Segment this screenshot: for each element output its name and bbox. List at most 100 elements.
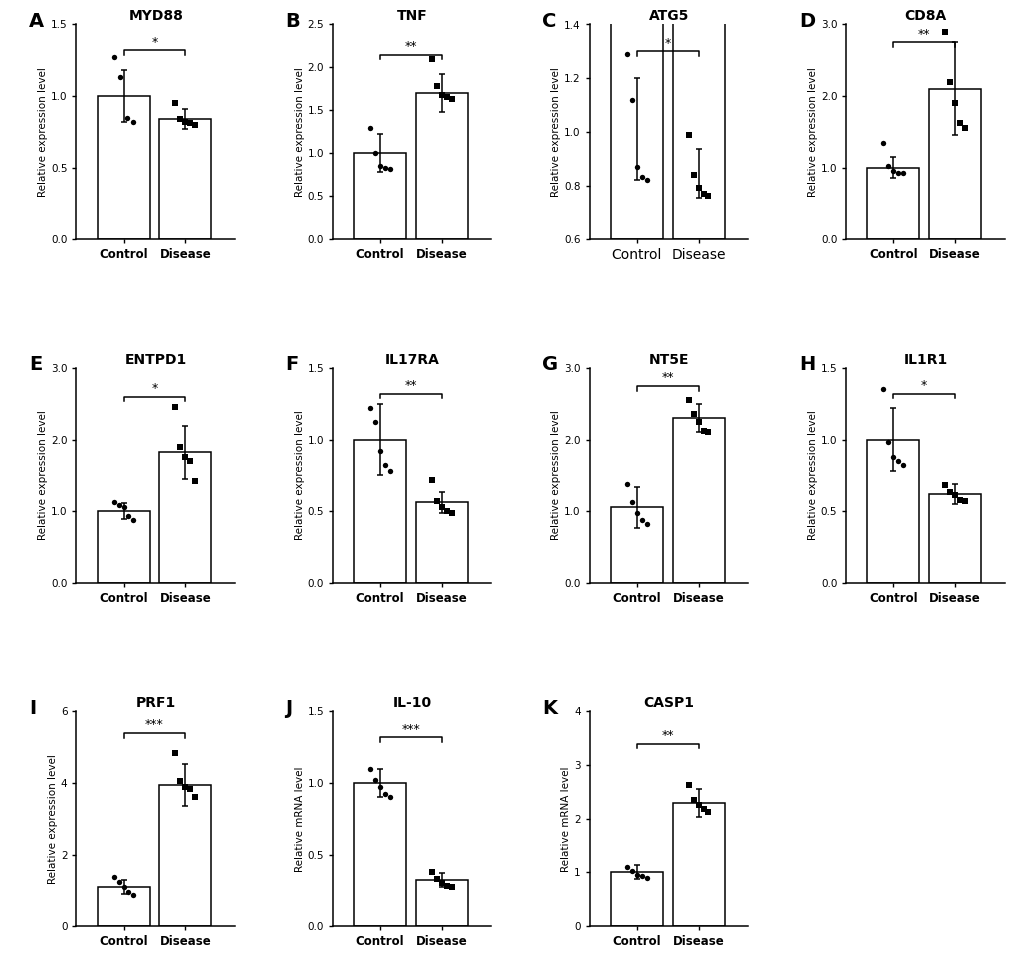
- Point: [433, 499, 449, 514]
- Text: B: B: [285, 12, 300, 30]
- Point: [623, 92, 639, 108]
- Point: [105, 495, 121, 511]
- Point: [628, 505, 644, 520]
- Point: [895, 166, 911, 181]
- Text: G: G: [542, 355, 557, 374]
- Point: [125, 512, 142, 527]
- Title: ATG5: ATG5: [648, 10, 689, 24]
- Point: [112, 70, 128, 85]
- Text: ***: ***: [145, 718, 164, 731]
- Y-axis label: Relative expression level: Relative expression level: [807, 411, 817, 540]
- Bar: [159, 785, 211, 926]
- Point: [628, 867, 644, 883]
- Point: [110, 498, 126, 514]
- Text: I: I: [29, 699, 36, 717]
- Point: [685, 167, 701, 182]
- Y-axis label: Relative expression level: Relative expression level: [294, 411, 305, 540]
- Point: [438, 504, 454, 519]
- Point: [182, 782, 199, 798]
- Point: [956, 493, 972, 509]
- Point: [177, 450, 194, 465]
- Text: A: A: [29, 12, 44, 30]
- Bar: [416, 503, 468, 583]
- Point: [105, 50, 121, 66]
- Point: [377, 458, 393, 473]
- Y-axis label: Relative expression level: Relative expression level: [38, 67, 48, 197]
- Y-axis label: Relative expression level: Relative expression level: [807, 67, 817, 197]
- Point: [172, 111, 189, 126]
- Title: NT5E: NT5E: [648, 353, 689, 367]
- Point: [367, 145, 383, 161]
- Point: [619, 46, 635, 62]
- Point: [619, 476, 635, 492]
- Bar: [159, 119, 211, 239]
- Bar: [98, 887, 150, 926]
- Text: *: *: [920, 379, 926, 392]
- Point: [628, 159, 644, 174]
- Title: IL-10: IL-10: [392, 696, 431, 710]
- Point: [381, 464, 397, 479]
- Point: [105, 869, 121, 885]
- Point: [110, 874, 126, 890]
- Point: [367, 415, 383, 430]
- Point: [443, 505, 460, 520]
- Point: [428, 871, 444, 887]
- Point: [680, 126, 696, 142]
- Point: [381, 790, 397, 806]
- Bar: [98, 512, 150, 583]
- Point: [362, 760, 378, 776]
- Point: [120, 884, 137, 900]
- Point: [879, 434, 896, 450]
- Y-axis label: Relative expression level: Relative expression level: [294, 67, 305, 197]
- Bar: [416, 93, 468, 239]
- Text: **: **: [660, 371, 674, 384]
- Point: [433, 875, 449, 891]
- Title: MYD88: MYD88: [128, 10, 183, 24]
- Point: [936, 24, 953, 39]
- Point: [120, 509, 137, 524]
- Point: [372, 443, 388, 459]
- Point: [680, 778, 696, 794]
- Text: **: **: [405, 40, 417, 53]
- Point: [700, 188, 716, 204]
- Point: [172, 773, 189, 789]
- Bar: [672, 418, 723, 583]
- Title: TNF: TNF: [396, 10, 427, 24]
- Title: IL17RA: IL17RA: [384, 353, 439, 367]
- Point: [890, 453, 906, 468]
- Point: [177, 779, 194, 795]
- Point: [438, 89, 454, 105]
- Point: [424, 471, 440, 487]
- Point: [167, 95, 183, 111]
- Point: [167, 400, 183, 416]
- Point: [372, 159, 388, 174]
- Text: E: E: [29, 355, 42, 374]
- Point: [936, 477, 953, 493]
- Point: [172, 439, 189, 455]
- Point: [633, 868, 649, 884]
- Point: [946, 487, 962, 503]
- Point: [951, 492, 967, 508]
- Point: [884, 449, 901, 465]
- Point: [619, 859, 635, 875]
- Point: [680, 392, 696, 408]
- Point: [182, 453, 199, 468]
- Point: [884, 164, 901, 179]
- Point: [443, 880, 460, 896]
- Point: [690, 180, 706, 196]
- Y-axis label: Relative expression level: Relative expression level: [38, 411, 48, 540]
- Text: **: **: [917, 28, 929, 41]
- Point: [443, 91, 460, 107]
- Text: *: *: [151, 382, 157, 395]
- Point: [424, 864, 440, 880]
- Y-axis label: Relative expression level: Relative expression level: [550, 67, 560, 197]
- Point: [115, 880, 131, 896]
- Y-axis label: Relative mRNA level: Relative mRNA level: [294, 766, 305, 871]
- Point: [890, 165, 906, 180]
- Point: [695, 186, 711, 202]
- Point: [895, 458, 911, 473]
- Point: [177, 114, 194, 129]
- Bar: [416, 880, 468, 926]
- Point: [638, 172, 654, 188]
- Text: J: J: [285, 699, 292, 717]
